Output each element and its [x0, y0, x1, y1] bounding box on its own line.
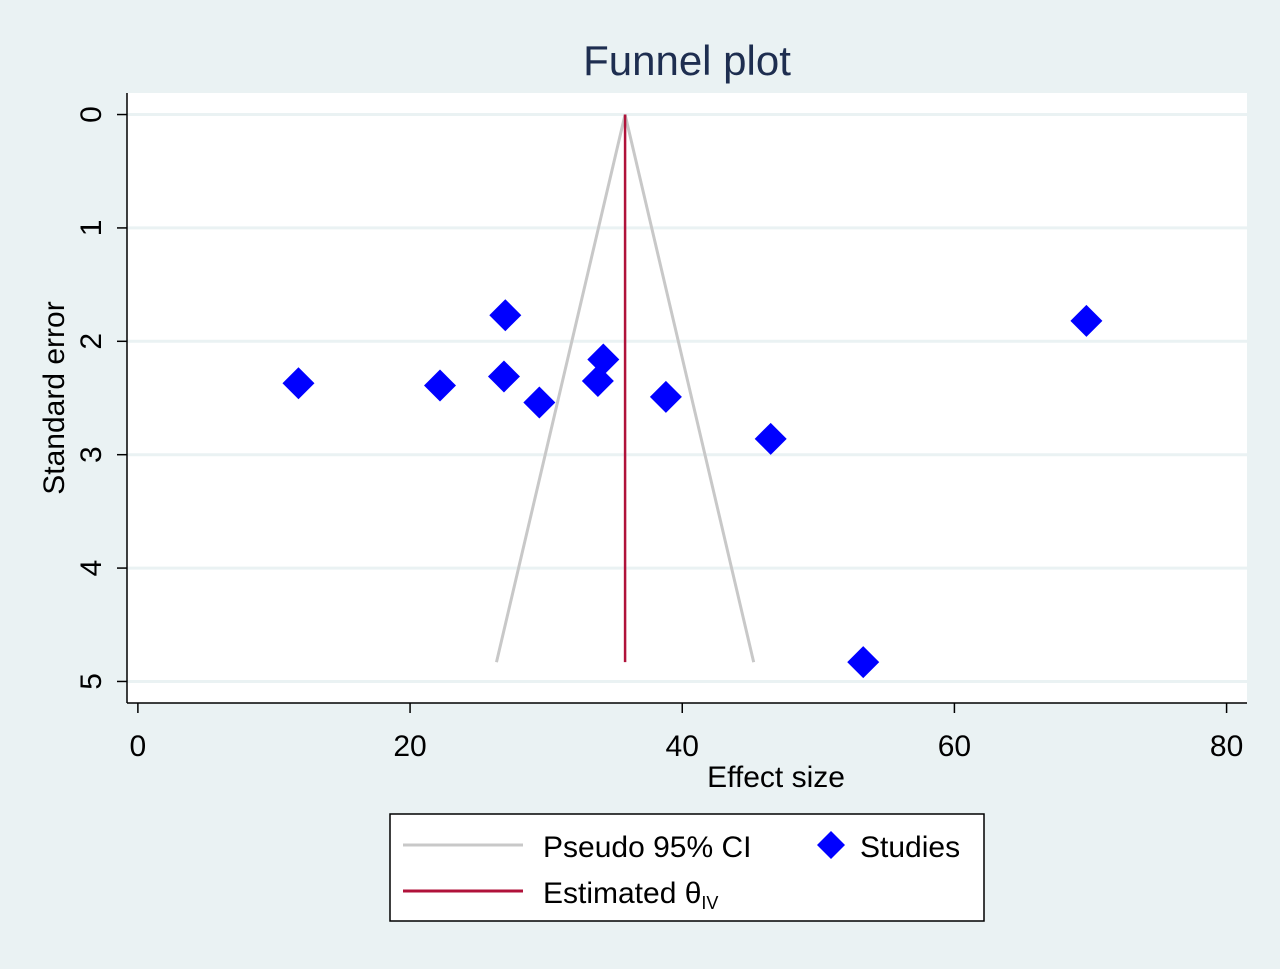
x-tick-label: 60 [938, 730, 971, 763]
study-point [523, 386, 556, 419]
study-point [487, 360, 520, 393]
y-axis-label: Standard error [38, 301, 71, 494]
study-point [649, 380, 682, 413]
x-tick-label: 0 [130, 730, 147, 763]
study-point [424, 369, 457, 402]
y-tick-label: 1 [75, 220, 108, 237]
legend-studies-marker [817, 831, 845, 859]
pseudo-ci-funnel [495, 114, 756, 663]
legend-ci-label: Pseudo 95% CI [543, 831, 751, 864]
legend-estimate-label-main: Estimated θ [543, 877, 701, 910]
y-axis-ticks: 0 1 2 3 4 5 [75, 106, 127, 690]
study-point [581, 364, 614, 397]
x-tick-label: 80 [1210, 730, 1243, 763]
study-point [847, 646, 880, 679]
study-points [282, 299, 1103, 679]
x-axis-label: Effect size [707, 761, 845, 794]
legend: Pseudo 95% CI Estimated θIV Studies [389, 813, 985, 922]
legend-estimate-label-sub: IV [701, 893, 718, 913]
study-point [1070, 304, 1103, 337]
y-tick-label: 2 [75, 333, 108, 350]
y-tick-label: 3 [75, 446, 108, 463]
x-tick-label: 20 [393, 730, 426, 763]
x-axis-ticks: 0 20 40 60 80 [130, 703, 1243, 763]
chart-title: Funnel plot [583, 37, 791, 84]
ci-left-line [495, 114, 627, 663]
y-tick-label: 4 [75, 560, 108, 577]
legend-estimate-label: Estimated θIV [543, 877, 718, 913]
y-tick-label: 5 [75, 673, 108, 690]
gridlines [127, 113, 1247, 683]
legend-studies-label: Studies [860, 831, 960, 864]
plot-area [127, 93, 1247, 703]
study-point [587, 343, 620, 376]
study-point [282, 367, 315, 400]
ci-right-line [623, 114, 756, 663]
y-tick-label: 0 [75, 106, 108, 123]
study-point [754, 422, 787, 455]
legend-box [389, 813, 985, 922]
x-tick-label: 40 [666, 730, 699, 763]
study-point [489, 299, 522, 332]
